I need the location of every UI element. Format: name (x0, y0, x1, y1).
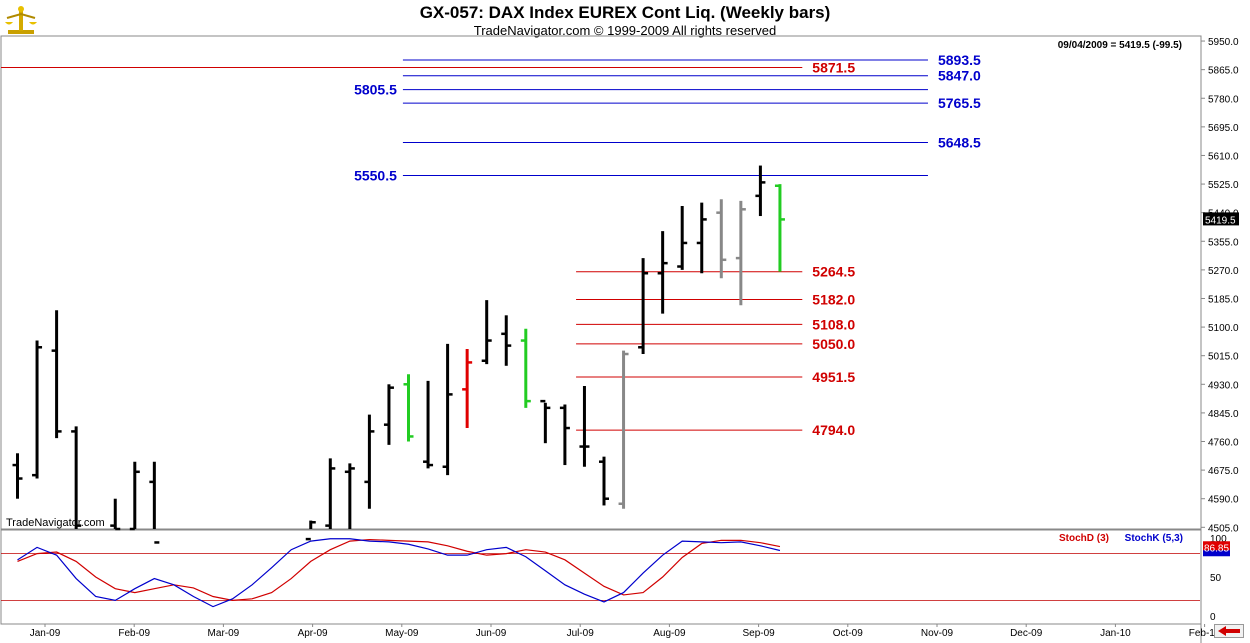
y-tick-label: 4505.0 (1208, 523, 1239, 534)
last-price-box (1203, 212, 1239, 226)
chart-title: GX-057: DAX Index EUREX Cont Liq. (Weekl… (419, 3, 831, 22)
ohlc-bar (12, 453, 23, 499)
level-label: 4794.0 (812, 422, 855, 438)
watermark: TradeNavigator.com (6, 517, 105, 529)
y-tick-label: 5015.0 (1208, 352, 1239, 363)
ohlc-bar (774, 184, 785, 272)
stoch-legend-label: StochK (5,3) (1125, 533, 1183, 544)
x-tick-label: Jan-09 (30, 628, 61, 639)
ohlc-bar (540, 399, 551, 444)
y-tick-label: 4930.0 (1208, 380, 1239, 391)
ohlc-bar (110, 498, 121, 531)
x-tick-label: Jan-10 (1100, 628, 1131, 639)
x-tick-label: Nov-09 (921, 628, 954, 639)
ohlc-bar (129, 461, 140, 531)
ohlc-bar (677, 205, 688, 270)
price-readout: 09/04/2009 = 5419.5 (-99.5) (1058, 40, 1182, 51)
x-tick-label: Oct-09 (833, 628, 863, 639)
copyright-subtitle: TradeNavigator.com © 1999-2009 All right… (473, 23, 777, 38)
x-tick-label: Jun-09 (476, 628, 507, 639)
level-label: 5264.5 (812, 264, 855, 280)
x-tick-label: Aug-09 (653, 628, 686, 639)
last-price-label: 5419.5 (1205, 215, 1236, 226)
ohlc-bar (305, 520, 316, 541)
ohlc-bar (423, 380, 434, 469)
y-tick-label: 5270.0 (1208, 266, 1239, 277)
level-label: 5805.5 (354, 82, 397, 98)
ohlc-bar (344, 463, 355, 529)
ohlc-bar (71, 426, 82, 529)
y-tick-label: 5865.0 (1208, 66, 1239, 77)
stoch-last-value-label: 86.85 (1204, 543, 1229, 554)
y-tick-label: 5950.0 (1208, 37, 1239, 48)
y-tick-label: 5355.0 (1208, 237, 1239, 248)
ohlc-bar (520, 328, 531, 408)
level-label: 5182.0 (812, 291, 855, 307)
stoch-last-value-stripe (1203, 550, 1230, 557)
level-label: 5871.5 (812, 59, 855, 75)
ohlc-bar (481, 300, 492, 365)
ohlc-bar (638, 258, 649, 355)
ohlc-bar (559, 404, 570, 466)
ohlc-bar (442, 343, 453, 476)
ohlc-bar (579, 385, 590, 467)
x-tick-label: Feb-10 (1189, 628, 1221, 639)
x-tick-label: Mar-09 (208, 628, 240, 639)
ohlc-bar (149, 461, 160, 544)
ohlc-bar (462, 348, 473, 429)
ohlc-bar (755, 165, 766, 217)
ohlc-bar (51, 310, 62, 439)
y-tick-label: 5610.0 (1208, 151, 1239, 162)
x-tick-label: May-09 (385, 628, 419, 639)
scroll-right-arrow-icon[interactable] (1214, 624, 1244, 638)
x-tick-label: Apr-09 (298, 628, 328, 639)
y-tick-label: 5780.0 (1208, 94, 1239, 105)
x-tick-label: Dec-09 (1010, 628, 1043, 639)
ohlc-bar (735, 200, 746, 306)
ohlc-bar (696, 202, 707, 274)
stoch-line (17, 538, 781, 602)
level-label: 5765.5 (938, 95, 981, 111)
y-tick-label: 4760.0 (1208, 438, 1239, 449)
stoch-tick-label: 0 (1210, 612, 1216, 623)
y-tick-label: 5525.0 (1208, 180, 1239, 191)
ohlc-bar (32, 340, 43, 479)
ohlc-bar (383, 384, 394, 445)
ohlc-bar (403, 374, 414, 442)
level-label: 5550.5 (354, 167, 397, 183)
ohlc-bar (657, 231, 668, 314)
level-label: 4951.5 (812, 369, 855, 385)
stoch-tick-label: 100 (1210, 534, 1227, 545)
level-label: 5648.5 (938, 135, 981, 151)
stochastic-panel (0, 529, 1202, 625)
y-tick-label: 4845.0 (1208, 409, 1239, 420)
level-label: 5050.0 (812, 336, 855, 352)
stoch-tick-label: 50 (1210, 573, 1222, 584)
y-tick-label: 4590.0 (1208, 495, 1239, 506)
stoch-legend-label: StochD (3) (1059, 533, 1109, 544)
price-panel (0, 35, 1202, 530)
y-tick-label: 4675.0 (1208, 466, 1239, 477)
level-label: 5108.0 (812, 316, 855, 332)
level-label: 5893.5 (938, 52, 981, 68)
ohlc-bar (325, 458, 336, 529)
x-tick-label: Jul-09 (567, 628, 595, 639)
ohlc-bar (716, 199, 727, 279)
ohlc-bar (618, 350, 629, 509)
x-tick-label: Sep-09 (742, 628, 775, 639)
ohlc-bar (364, 414, 375, 509)
trophy-scale-icon[interactable] (4, 4, 38, 36)
y-tick-label: 5695.0 (1208, 123, 1239, 134)
y-tick-label: 5185.0 (1208, 294, 1239, 305)
level-label: 5847.0 (938, 68, 981, 84)
x-tick-label: Feb-09 (118, 628, 150, 639)
ohlc-bar (599, 456, 609, 506)
ohlc-bar (501, 315, 512, 366)
stoch-line (17, 538, 781, 608)
y-tick-label: 5100.0 (1208, 323, 1239, 334)
